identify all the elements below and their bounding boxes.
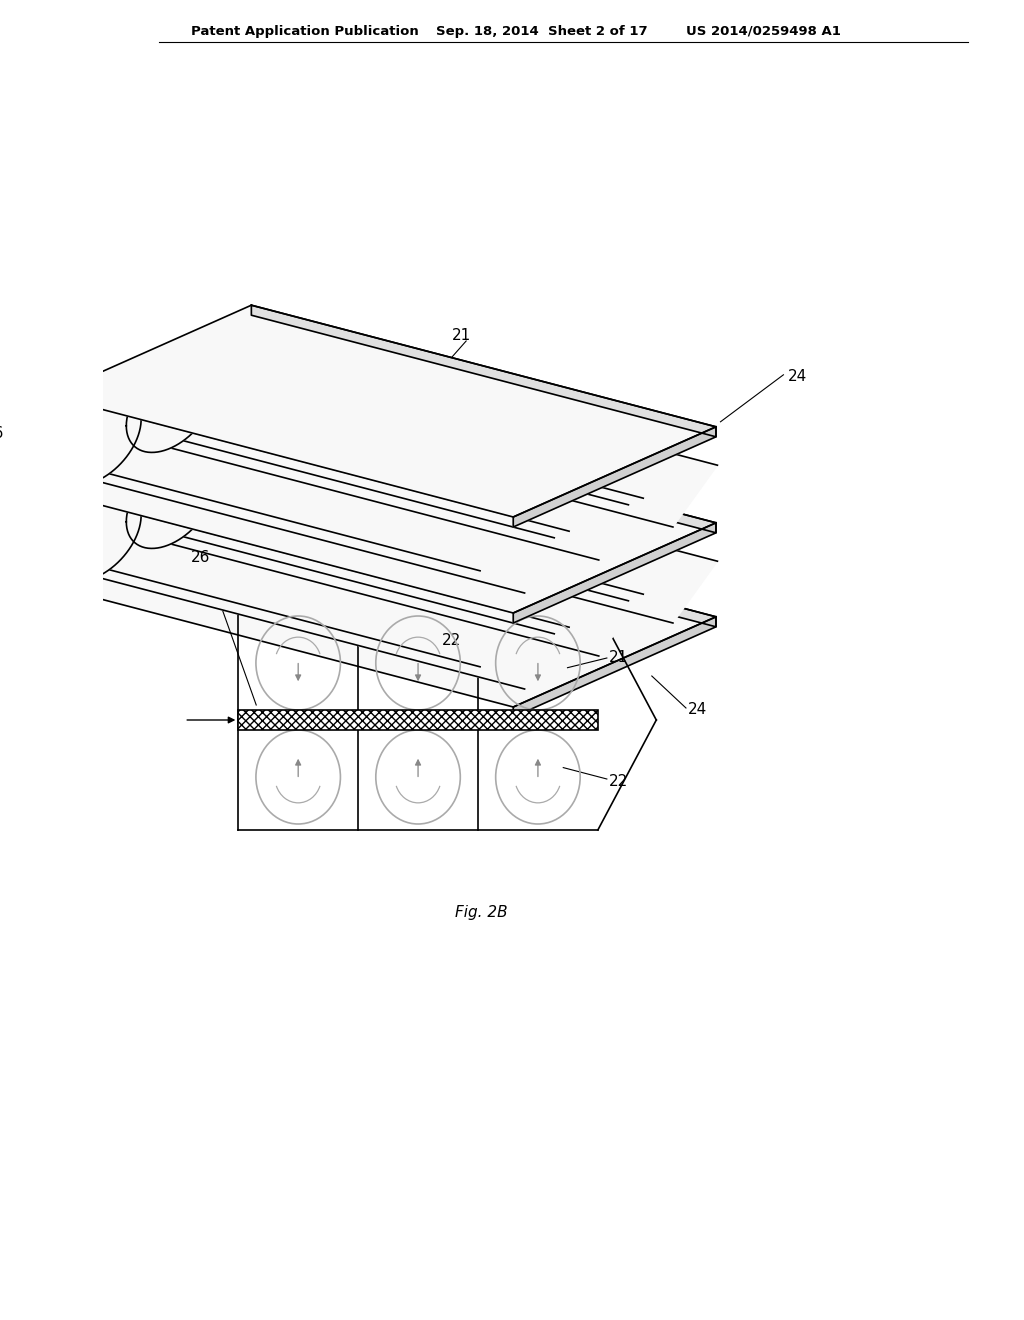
Text: 26: 26 [190, 550, 210, 565]
Polygon shape [171, 364, 599, 560]
Polygon shape [52, 488, 141, 581]
Text: Patent Application Publication: Patent Application Publication [190, 25, 419, 38]
Text: 22: 22 [442, 634, 462, 648]
Polygon shape [245, 331, 673, 527]
Polygon shape [52, 392, 141, 486]
Polygon shape [48, 495, 716, 708]
Polygon shape [96, 397, 524, 593]
Polygon shape [245, 354, 718, 527]
Polygon shape [251, 495, 716, 627]
Polygon shape [171, 482, 643, 656]
Polygon shape [126, 359, 215, 453]
Polygon shape [171, 459, 599, 656]
Text: 24: 24 [787, 370, 807, 384]
Polygon shape [48, 305, 716, 517]
Polygon shape [513, 426, 716, 527]
Polygon shape [171, 387, 643, 560]
Text: Sep. 18, 2014  Sheet 2 of 17: Sep. 18, 2014 Sheet 2 of 17 [436, 25, 647, 38]
Text: US 2014/0259498 A1: US 2014/0259498 A1 [686, 25, 841, 38]
Bar [239, 710, 598, 730]
Polygon shape [126, 455, 215, 548]
Text: Fig. 2A: Fig. 2A [464, 550, 516, 565]
Text: 26: 26 [0, 426, 4, 441]
Text: Fig. 2B: Fig. 2B [455, 906, 507, 920]
Text: 21: 21 [452, 327, 471, 343]
Polygon shape [513, 523, 716, 623]
Polygon shape [96, 420, 569, 593]
Polygon shape [96, 492, 524, 689]
Polygon shape [201, 326, 290, 420]
Text: 22: 22 [608, 775, 628, 789]
Polygon shape [245, 426, 673, 623]
Polygon shape [48, 401, 716, 612]
Polygon shape [245, 449, 718, 623]
Text: 21: 21 [608, 651, 628, 665]
Polygon shape [251, 305, 716, 437]
Polygon shape [513, 616, 716, 717]
Polygon shape [201, 422, 290, 515]
Text: 24: 24 [688, 702, 707, 718]
Polygon shape [251, 401, 716, 533]
Polygon shape [96, 515, 569, 689]
